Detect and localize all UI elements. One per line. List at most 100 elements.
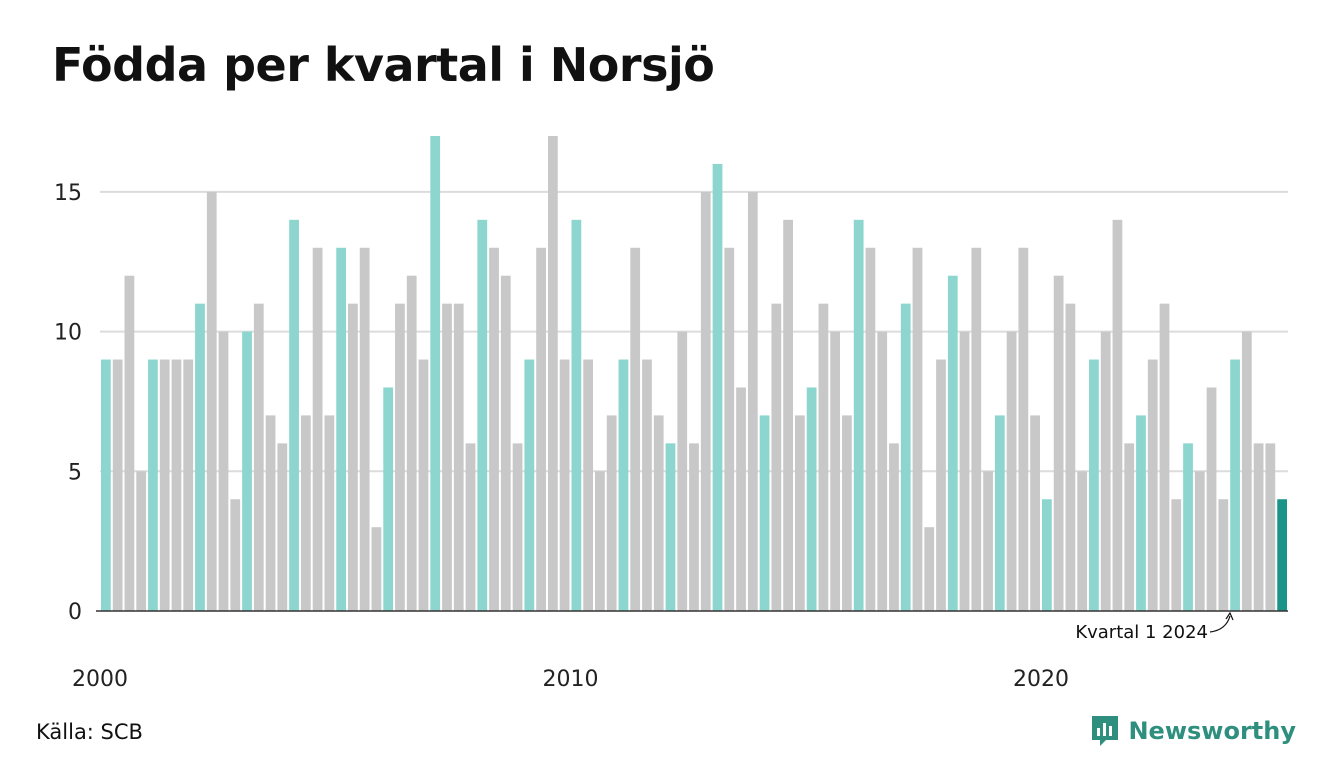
bar xyxy=(465,443,476,611)
bar xyxy=(1100,331,1111,611)
bar xyxy=(289,219,299,611)
bar xyxy=(653,415,664,611)
bar xyxy=(606,415,617,611)
bar xyxy=(324,415,335,611)
bar xyxy=(336,247,347,611)
bar xyxy=(1147,359,1158,611)
bar xyxy=(771,303,782,611)
bar xyxy=(818,303,829,611)
annotation-arrowhead xyxy=(1225,611,1234,621)
bar xyxy=(195,303,205,611)
bar xyxy=(559,359,570,611)
bar xyxy=(1277,499,1287,611)
bar xyxy=(936,359,946,611)
bar xyxy=(724,247,735,611)
bar xyxy=(489,247,499,611)
bar xyxy=(618,359,629,611)
bar xyxy=(1041,499,1052,611)
brand-name: Newsworthy xyxy=(1128,717,1296,745)
bar xyxy=(1159,303,1170,611)
y-tick-label: 10 xyxy=(54,321,82,346)
bar xyxy=(1230,359,1240,611)
bar xyxy=(206,191,217,611)
bar xyxy=(700,191,711,611)
bar xyxy=(1171,499,1182,611)
bar xyxy=(665,443,676,611)
y-tick-label: 15 xyxy=(54,181,82,206)
newsworthy-logo-icon xyxy=(1092,716,1119,746)
bar xyxy=(112,359,123,611)
bar xyxy=(395,303,405,611)
bar xyxy=(712,163,723,612)
bar xyxy=(642,359,652,611)
bar xyxy=(101,359,111,611)
bar xyxy=(889,443,899,611)
bar xyxy=(630,247,641,611)
bar xyxy=(1030,415,1040,611)
bar xyxy=(595,471,605,611)
bar xyxy=(1253,443,1264,611)
annotation: Kvartal 1 2024 xyxy=(1075,611,1234,643)
bar xyxy=(524,359,535,611)
bar xyxy=(348,303,358,611)
bar xyxy=(218,331,229,611)
bar xyxy=(442,303,452,611)
bar xyxy=(689,443,699,611)
y-tick-label: 5 xyxy=(68,460,82,485)
bar xyxy=(1018,247,1029,611)
bar xyxy=(512,443,523,611)
bar xyxy=(571,219,582,611)
bar xyxy=(783,219,793,611)
bar xyxy=(971,247,982,611)
bar xyxy=(148,359,158,611)
source-label: Källa: SCB xyxy=(36,720,143,744)
bar xyxy=(1053,275,1064,611)
annotation-label: Kvartal 1 2024 xyxy=(1075,622,1208,643)
bar xyxy=(230,499,241,611)
brand-logo: Newsworthy xyxy=(1090,714,1296,748)
bar xyxy=(912,247,923,611)
bar xyxy=(900,303,911,611)
bar xyxy=(418,359,429,611)
bar xyxy=(947,275,958,611)
bar xyxy=(1124,443,1135,611)
bar xyxy=(430,136,441,611)
tick-labels: 0 5 10 15 2000 2010 2020 xyxy=(54,181,1069,692)
bar xyxy=(959,331,970,611)
bar xyxy=(830,331,841,611)
bar xyxy=(300,415,311,611)
bar xyxy=(759,415,770,611)
bar xyxy=(853,219,864,611)
bar xyxy=(794,415,805,611)
bar xyxy=(547,136,558,611)
bar xyxy=(1006,331,1017,611)
bar xyxy=(1112,219,1123,611)
bar xyxy=(1183,443,1193,611)
bar xyxy=(383,387,394,611)
y-tick-label: 0 xyxy=(68,600,82,625)
bar xyxy=(877,331,888,611)
bar xyxy=(136,471,147,611)
bar xyxy=(924,527,935,611)
bar xyxy=(1089,359,1099,611)
x-tick-label: 2000 xyxy=(72,667,128,692)
bar xyxy=(1241,331,1252,611)
bar xyxy=(1206,387,1217,611)
bar xyxy=(312,247,323,611)
bar xyxy=(359,247,370,611)
bar xyxy=(277,443,288,611)
bar xyxy=(536,247,546,611)
bar xyxy=(1265,443,1276,611)
bar xyxy=(677,331,688,611)
bar xyxy=(500,275,511,611)
bar xyxy=(842,415,852,611)
bar xyxy=(1077,471,1088,611)
bar xyxy=(736,387,746,611)
bar xyxy=(371,527,382,611)
bar xyxy=(1065,303,1076,611)
bar xyxy=(1218,499,1229,611)
chart-title: Födda per kvartal i Norsjö xyxy=(52,38,715,92)
bar xyxy=(183,359,194,611)
annotation-arrow xyxy=(1209,615,1231,633)
bar xyxy=(1136,415,1146,611)
